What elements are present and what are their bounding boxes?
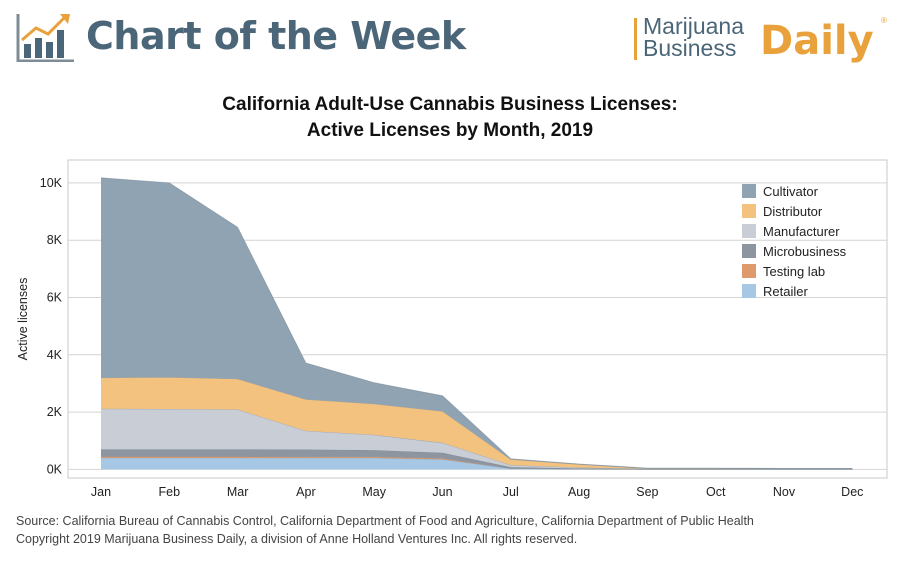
- x-tick-label: Aug: [568, 485, 590, 499]
- legend-label: Retailer: [763, 283, 808, 299]
- area-manufacturer: [101, 408, 853, 469]
- y-tick-label: 6K: [47, 291, 63, 305]
- legend-swatch: [742, 204, 756, 218]
- brand-accent-bar: [634, 18, 637, 60]
- legend-swatch: [742, 264, 756, 278]
- x-tick-label: Apr: [296, 485, 315, 499]
- legend-item: Distributor: [742, 201, 846, 221]
- x-tick-label: Feb: [159, 485, 181, 499]
- area-microbusiness: [101, 449, 853, 470]
- area-edge-cultivator: [100, 177, 853, 469]
- x-tick-label: Jul: [503, 485, 519, 499]
- source-note: Source: California Bureau of Cannabis Co…: [16, 514, 754, 528]
- area-cultivator: [101, 177, 853, 469]
- bar-chart-trend-icon: [16, 14, 74, 62]
- brand-line1: Marijuana: [643, 13, 744, 39]
- x-tick-label: Oct: [706, 485, 726, 499]
- y-tick-label: 2K: [47, 405, 63, 419]
- x-tick-label: May: [362, 485, 386, 499]
- y-tick-label: 8K: [47, 233, 63, 247]
- copyright-note: Copyright 2019 Marijuana Business Daily,…: [16, 532, 578, 546]
- area-retailer: [101, 457, 853, 470]
- legend-item: Retailer: [742, 281, 846, 301]
- x-tick-label: Jun: [432, 485, 452, 499]
- legend-label: Testing lab: [763, 263, 826, 279]
- y-tick-label: 4K: [47, 348, 63, 362]
- page-title: Chart of the Week: [86, 14, 466, 58]
- brand-logo: Marijuana Business Daily ®: [634, 14, 889, 70]
- legend-item: Testing lab: [742, 261, 846, 281]
- brand-line2: Business: [643, 35, 737, 61]
- legend-swatch: [742, 244, 756, 258]
- legend-label: Cultivator: [763, 183, 818, 199]
- header: Chart of the Week Marijuana Business Dai…: [0, 0, 900, 80]
- chart-legend: Cultivator Distributor Manufacturer Microbu…: [742, 181, 846, 301]
- chart-title-line1: California Adult-Use Cannabis Business L…: [222, 94, 678, 115]
- legend-swatch: [742, 224, 756, 238]
- legend-label: Manufacturer: [763, 223, 840, 239]
- x-tick-label: Sep: [636, 485, 658, 499]
- legend-item: Manufacturer: [742, 221, 846, 241]
- x-tick-label: Nov: [773, 485, 796, 499]
- legend-label: Distributor: [763, 203, 823, 219]
- brand-daily: Daily: [760, 18, 874, 64]
- legend-item: Cultivator: [742, 181, 846, 201]
- legend-label: Microbusiness: [763, 243, 847, 259]
- brand-registered-mark: ®: [881, 16, 887, 25]
- x-tick-label: Mar: [227, 485, 249, 499]
- y-tick-label: 10K: [40, 176, 63, 190]
- area-testing-lab: [101, 456, 853, 470]
- chart-title-line2: Active Licenses by Month, 2019: [306, 120, 594, 141]
- x-tick-label: Jan: [91, 485, 111, 499]
- legend-swatch: [742, 284, 756, 298]
- x-tick-label: Dec: [841, 485, 863, 499]
- y-axis-label: Active licenses: [16, 278, 30, 361]
- legend-swatch: [742, 184, 756, 198]
- legend-item: Microbusiness: [742, 241, 846, 261]
- area-distributor: [101, 377, 853, 469]
- y-tick-label: 0K: [47, 462, 63, 476]
